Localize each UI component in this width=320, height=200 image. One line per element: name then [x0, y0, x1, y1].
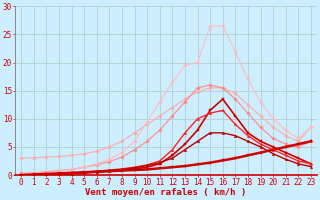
- X-axis label: Vent moyen/en rafales ( km/h ): Vent moyen/en rafales ( km/h ): [85, 188, 247, 197]
